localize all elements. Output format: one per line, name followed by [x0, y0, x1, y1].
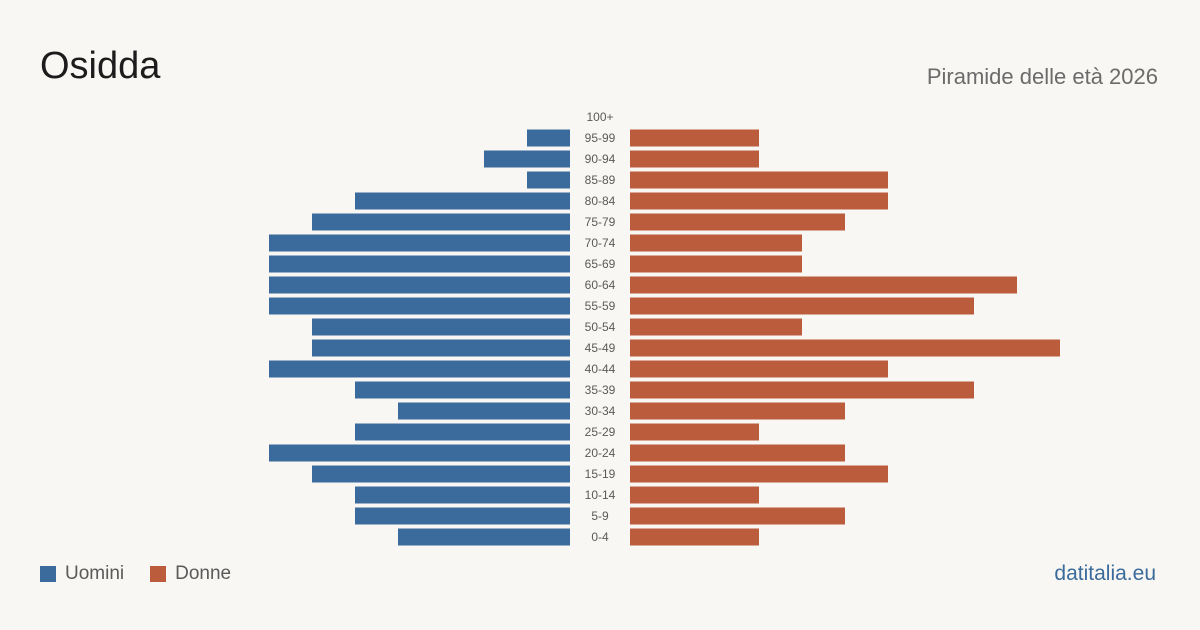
- legend-item-male: Uomini: [40, 563, 124, 585]
- bar-male-45-49: [312, 339, 570, 357]
- bar-male-50-54: [312, 318, 570, 336]
- bar-male-60-64: [269, 276, 570, 294]
- chart-subtitle: Piramide delle età 2026: [926, 64, 1158, 89]
- age-tick-label: 20-24: [585, 446, 616, 460]
- age-tick-label: 40-44: [585, 362, 616, 376]
- bar-female-65-69: [630, 255, 802, 273]
- age-tick-label: 0-4: [591, 530, 609, 544]
- bar-male-35-39: [355, 381, 570, 399]
- bar-female-15-19: [630, 465, 888, 483]
- age-tick-label: 60-64: [585, 278, 616, 292]
- bar-female-50-54: [630, 318, 802, 336]
- legend-label-female: Donne: [175, 563, 232, 584]
- bar-female-75-79: [630, 213, 845, 231]
- bar-male-15-19: [312, 465, 570, 483]
- bar-male-75-79: [312, 213, 570, 231]
- bar-female-95-99: [630, 129, 759, 147]
- bar-female-20-24: [630, 444, 845, 462]
- age-tick-label: 95-99: [585, 131, 616, 145]
- age-tick-label: 50-54: [585, 320, 616, 334]
- legend-swatch-female: [150, 566, 167, 582]
- bar-male-20-24: [269, 444, 570, 462]
- chart-legend: Uomini Donne: [40, 563, 257, 585]
- bar-female-80-84: [630, 192, 888, 210]
- bar-male-85-89: [527, 171, 570, 189]
- bar-male-70-74: [269, 234, 570, 252]
- age-tick-label: 100+: [586, 110, 613, 124]
- bar-female-55-59: [630, 297, 974, 315]
- legend-item-female: Donne: [150, 563, 231, 585]
- bar-female-30-34: [630, 402, 845, 420]
- age-tick-label: 45-49: [585, 341, 616, 355]
- bar-male-0-4: [398, 528, 570, 546]
- age-tick-label: 85-89: [585, 173, 616, 187]
- age-tick-label: 55-59: [585, 299, 616, 313]
- page-title: Osidda: [40, 45, 161, 87]
- bar-female-70-74: [630, 234, 802, 252]
- age-tick-label: 10-14: [585, 488, 616, 502]
- bar-male-65-69: [269, 255, 570, 273]
- age-tick-label: 15-19: [585, 467, 616, 481]
- source-link[interactable]: datitalia.eu: [1054, 562, 1156, 585]
- bar-female-10-14: [630, 486, 759, 504]
- bar-female-90-94: [630, 150, 759, 168]
- age-tick-label: 5-9: [591, 509, 609, 523]
- bar-female-45-49: [630, 339, 1060, 357]
- bar-male-95-99: [527, 129, 570, 147]
- bar-male-40-44: [269, 360, 570, 378]
- legend-label-male: Uomini: [65, 563, 125, 584]
- age-tick-label: 65-69: [585, 257, 616, 271]
- bar-female-35-39: [630, 381, 974, 399]
- bar-male-80-84: [355, 192, 570, 210]
- bar-male-30-34: [398, 402, 570, 420]
- age-tick-label: 70-74: [585, 236, 616, 250]
- legend-swatch-male: [40, 566, 56, 582]
- age-tick-label: 35-39: [585, 383, 616, 397]
- bar-female-40-44: [630, 360, 888, 378]
- bar-male-5-9: [355, 507, 570, 525]
- bar-male-10-14: [355, 486, 570, 504]
- bar-female-85-89: [630, 171, 888, 189]
- bar-female-60-64: [630, 276, 1017, 294]
- bar-female-5-9: [630, 507, 845, 525]
- age-tick-label: 25-29: [585, 425, 616, 439]
- age-tick-label: 75-79: [585, 215, 616, 229]
- bar-male-90-94: [484, 150, 570, 168]
- bar-female-25-29: [630, 423, 759, 441]
- bar-male-55-59: [269, 297, 570, 315]
- bar-female-0-4: [630, 528, 759, 546]
- age-tick-label: 90-94: [585, 152, 616, 166]
- age-tick-label: 80-84: [585, 194, 616, 208]
- age-tick-label: 30-34: [585, 404, 616, 418]
- bar-male-25-29: [355, 423, 570, 441]
